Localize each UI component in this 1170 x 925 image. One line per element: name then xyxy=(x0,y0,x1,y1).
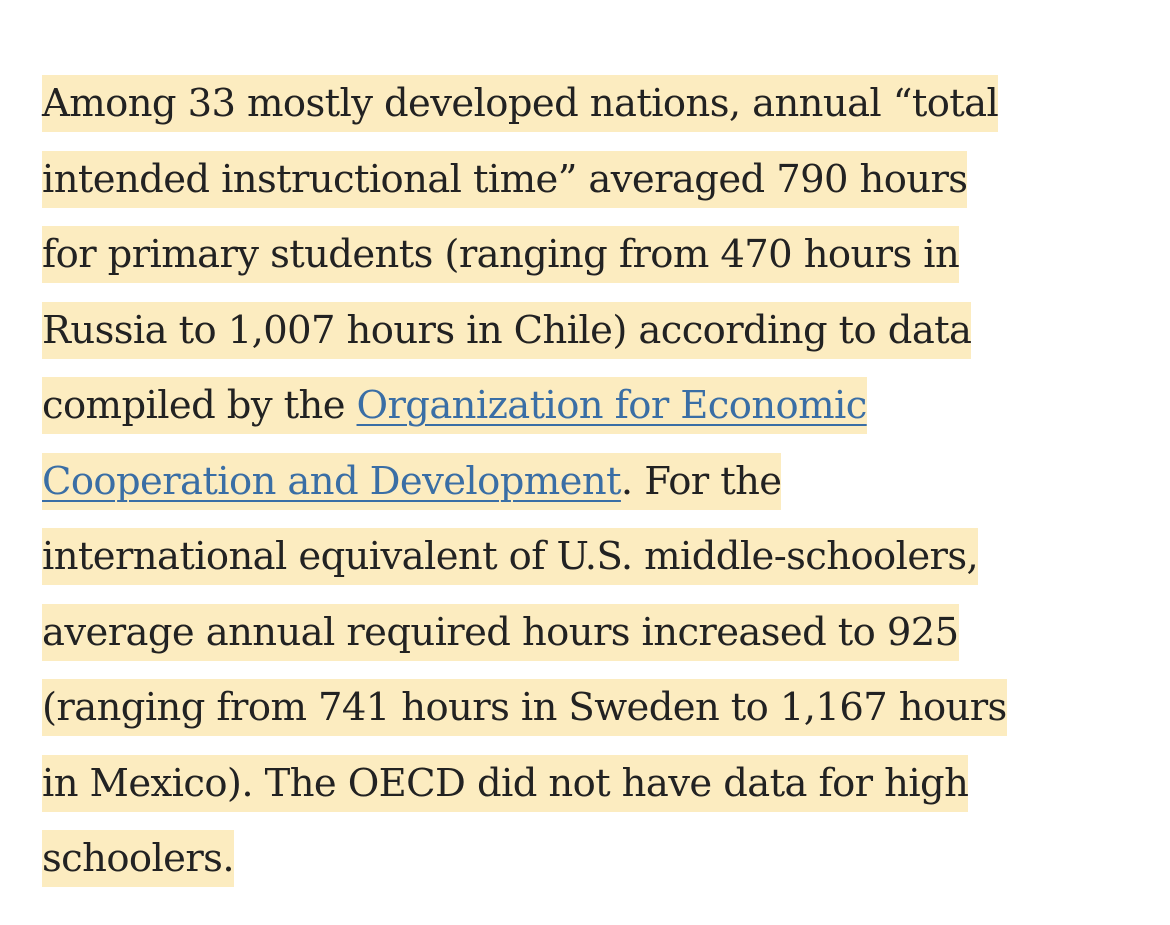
paragraph-line-10: in Mexico). The OECD did not have data f… xyxy=(42,746,1127,822)
highlighted-text: compiled by the Organization for Economi… xyxy=(42,377,867,434)
highlighted-text: intended instructional time” averaged 79… xyxy=(42,150,968,208)
paragraph-line-2: intended instructional time” averaged 79… xyxy=(42,142,1127,218)
paragraph-line-1: Among 33 mostly developed nations, annua… xyxy=(42,66,1127,142)
paragraph-line-9: (ranging from 741 hours in Sweden to 1,1… xyxy=(42,670,1127,746)
highlighted-text: schoolers. xyxy=(42,830,235,887)
paragraph-line-7: international equivalent of U.S. middle-… xyxy=(42,519,1127,595)
paragraph-line-5: compiled by the Organization for Economi… xyxy=(42,368,1127,444)
highlighted-text: Among 33 mostly developed nations, annua… xyxy=(42,75,999,132)
paragraph-line-8: average annual required hours increased … xyxy=(42,595,1127,671)
text-after-link: . For the xyxy=(620,458,782,504)
highlighted-text: Cooperation and Development. For the xyxy=(42,452,782,510)
highlighted-text: international equivalent of U.S. middle-… xyxy=(42,528,979,585)
oecd-link-part-1[interactable]: Organization for Economic xyxy=(356,383,868,428)
paragraph-line-6: Cooperation and Development. For the xyxy=(42,444,1127,520)
paragraph-line-11: schoolers. xyxy=(42,821,1127,897)
highlighted-text: in Mexico). The OECD did not have data f… xyxy=(42,754,969,812)
paragraph-line-3: for primary students (ranging from 470 h… xyxy=(42,217,1127,293)
text-before-link: compiled by the xyxy=(42,383,357,428)
oecd-link-part-2[interactable]: Cooperation and Development xyxy=(42,458,622,504)
highlighted-text: average annual required hours increased … xyxy=(42,603,959,661)
article-paragraph: Among 33 mostly developed nations, annua… xyxy=(42,66,1127,897)
highlighted-text: (ranging from 741 hours in Sweden to 1,1… xyxy=(42,679,1007,736)
highlighted-text: for primary students (ranging from 470 h… xyxy=(42,226,960,283)
highlighted-text: Russia to 1,007 hours in Chile) accordin… xyxy=(42,301,972,359)
paragraph-line-4: Russia to 1,007 hours in Chile) accordin… xyxy=(42,293,1127,369)
